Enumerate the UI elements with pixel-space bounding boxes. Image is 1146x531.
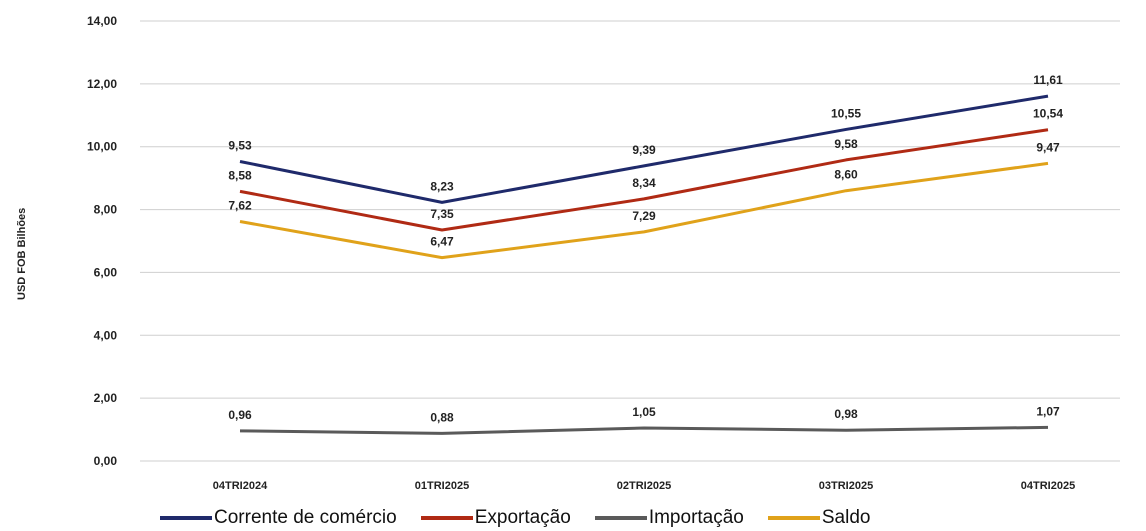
legend: Corrente de comércio Exportação Importação… — [160, 506, 870, 530]
data-label: 7,62 — [228, 199, 252, 213]
data-label: 7,29 — [632, 209, 656, 223]
series-line-3 — [239, 161, 1049, 260]
y-tick-label: 12,00 — [87, 77, 117, 91]
data-label: 7,35 — [430, 207, 454, 221]
data-label: 1,05 — [632, 405, 656, 419]
data-label: 10,55 — [831, 106, 861, 120]
data-label: 0,98 — [834, 407, 858, 421]
y-tick-label: 14,00 — [87, 14, 117, 28]
data-label: 0,88 — [430, 410, 454, 424]
y-tick-label: 0,00 — [94, 454, 118, 468]
legend-label: Saldo — [821, 507, 871, 528]
data-label: 9,53 — [228, 138, 252, 152]
legend-item: Saldo — [767, 507, 871, 529]
data-label: 1,07 — [1036, 404, 1060, 418]
data-label: 9,39 — [632, 143, 656, 157]
legend-item: Exportação — [420, 507, 571, 529]
line-chart: 0,00 2,00 4,00 6,00 8,00 10,00 12,00 14,00 04TRI… — [87, 14, 1120, 492]
x-tick-label: 01TRI2025 — [415, 480, 469, 492]
data-label: 0,96 — [228, 408, 252, 422]
legend-label: Exportação — [474, 507, 571, 528]
data-label: 8,23 — [430, 179, 454, 193]
y-tick-label: 6,00 — [94, 265, 118, 279]
x-tick-label: 02TRI2025 — [617, 480, 671, 492]
legend-label: Corrente de comércio — [214, 507, 397, 528]
y-axis-label: USD FOB Bilhões — [16, 207, 28, 300]
data-label: 8,34 — [632, 176, 656, 190]
x-tick-label: 04TRI2025 — [1021, 480, 1075, 492]
x-tick-label: 03TRI2025 — [819, 480, 873, 492]
y-tick-label: 4,00 — [94, 328, 118, 342]
legend-label: Importação — [648, 507, 744, 528]
legend-item: Corrente de comércio — [160, 507, 397, 529]
data-label: 10,54 — [1033, 107, 1063, 121]
data-label: 8,58 — [228, 168, 252, 182]
data-label: 9,47 — [1036, 140, 1060, 154]
y-tick-label: 8,00 — [94, 203, 118, 217]
series-line-1 — [239, 128, 1049, 232]
data-label: 9,58 — [834, 137, 858, 151]
data-label: 6,47 — [430, 235, 454, 249]
legend-swatch — [767, 516, 820, 520]
legend-swatch — [160, 516, 212, 520]
series-line-0 — [239, 94, 1049, 204]
legend-swatch — [594, 516, 647, 520]
y-tick-label: 2,00 — [94, 391, 118, 405]
x-tick-label: 04TRI2024 — [213, 480, 268, 492]
y-tick-label: 10,00 — [87, 140, 117, 154]
data-label: 11,61 — [1033, 73, 1063, 87]
legend-swatch — [420, 516, 473, 520]
series-line-2 — [239, 425, 1049, 435]
legend-item: Importação — [594, 507, 744, 529]
data-label: 8,60 — [834, 168, 858, 182]
